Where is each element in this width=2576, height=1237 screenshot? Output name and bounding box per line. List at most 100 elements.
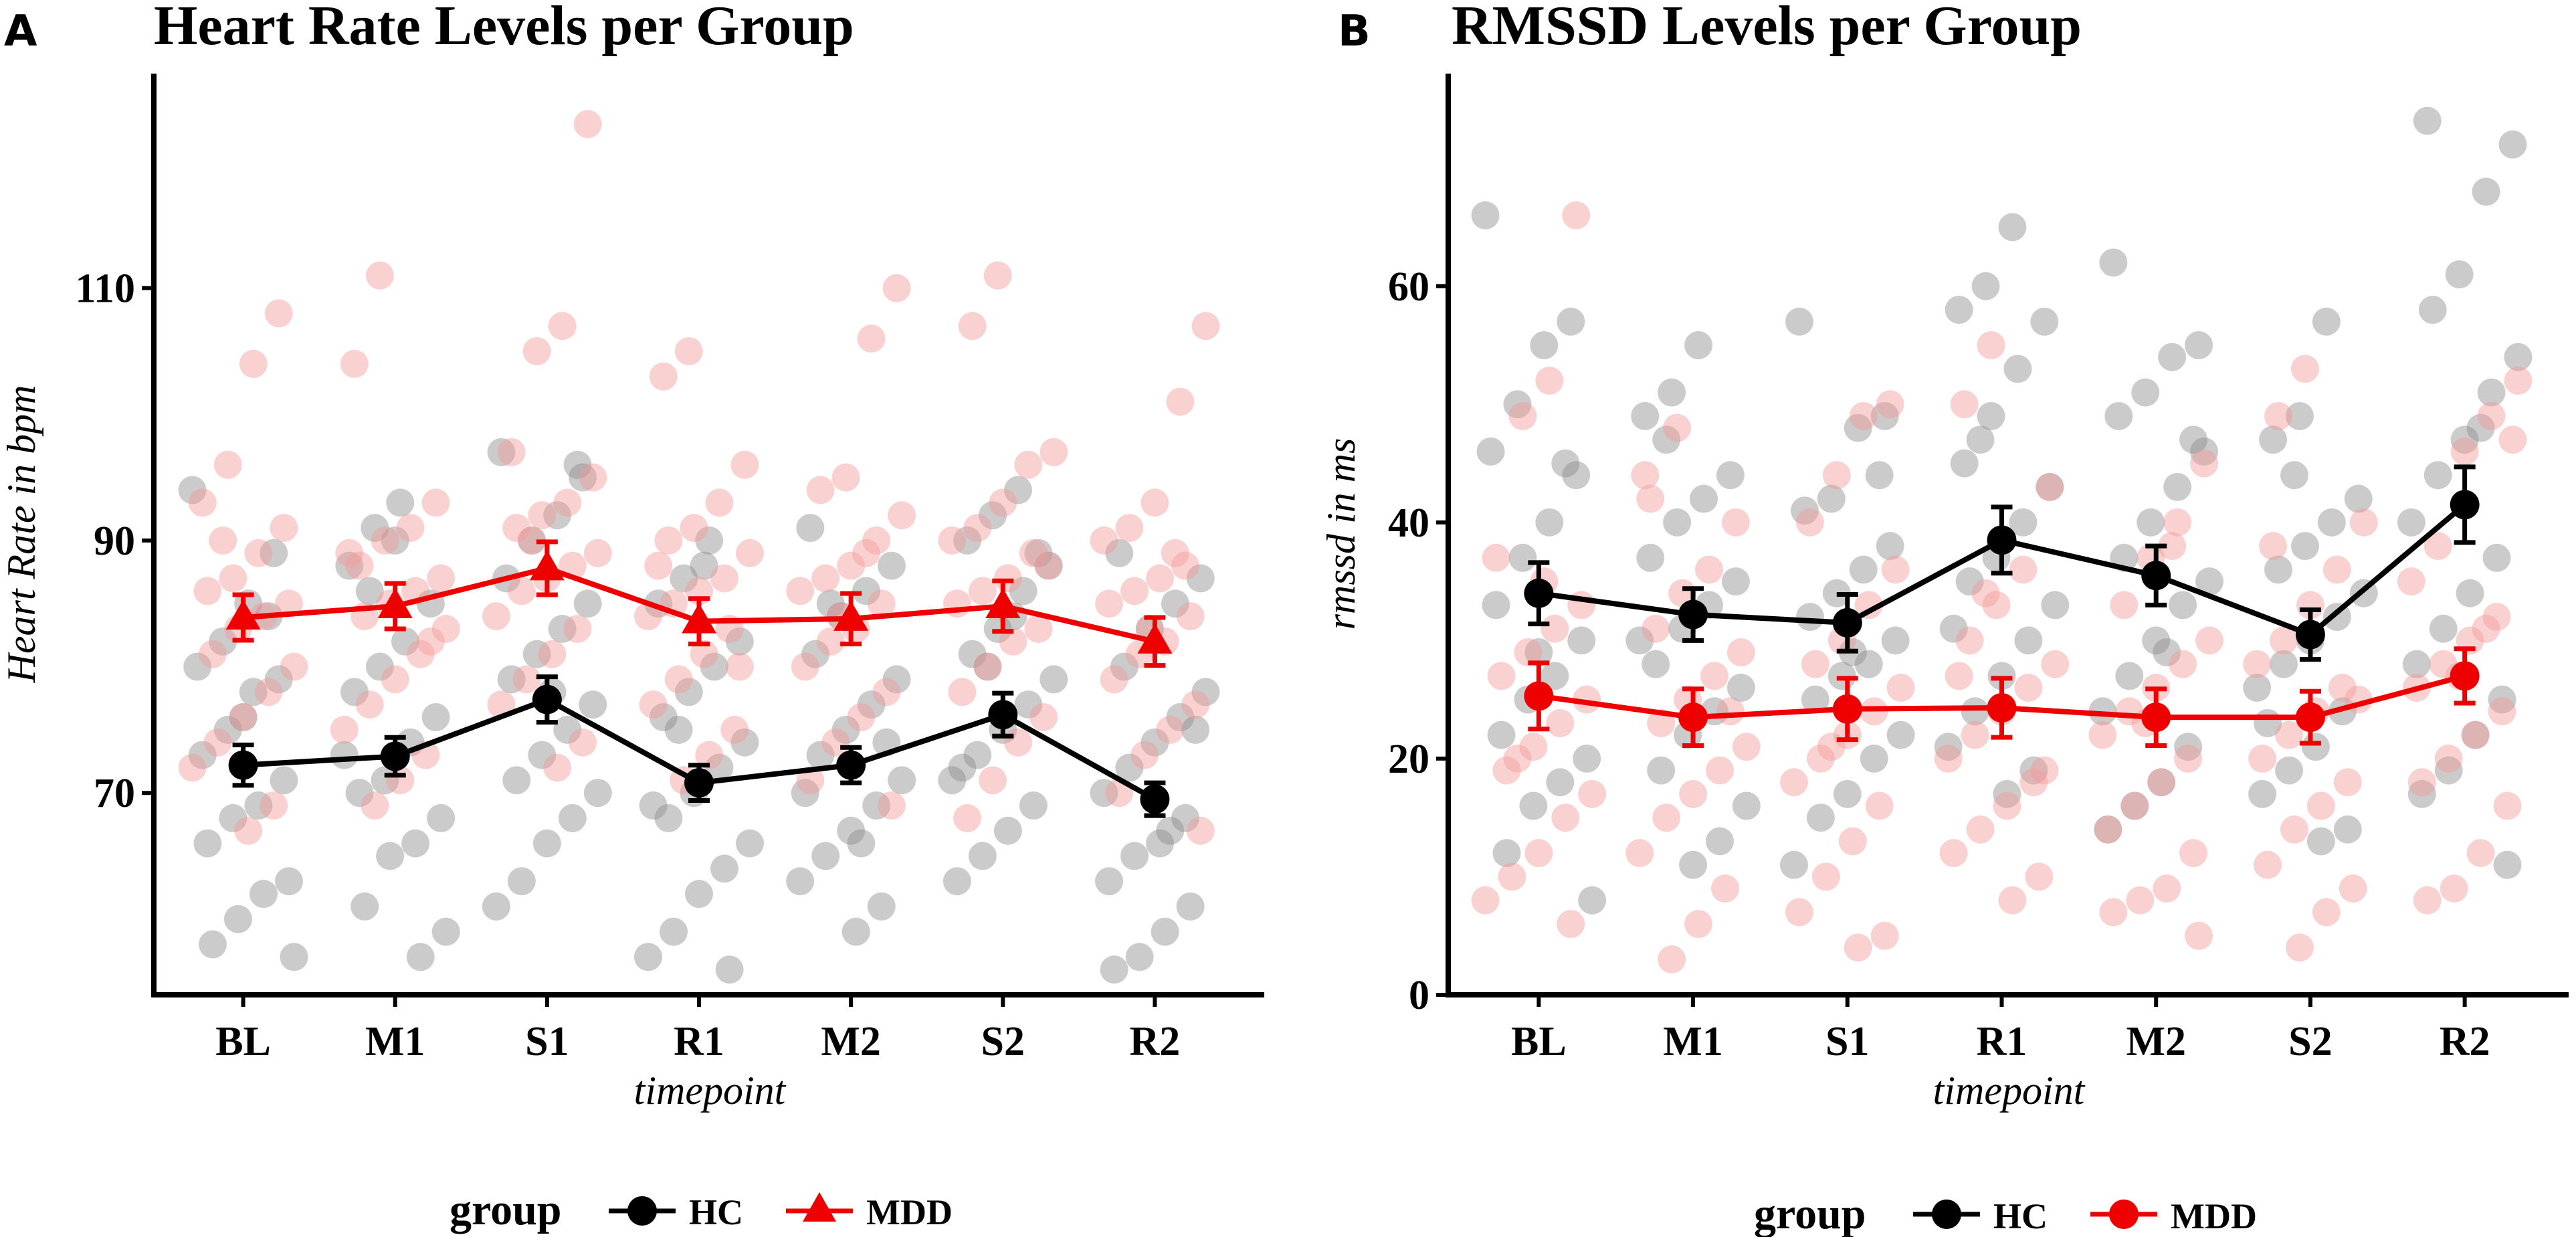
raw-point-b-hc-S1: [1785, 307, 1813, 336]
raw-point-b-hc-BL: [1557, 307, 1585, 336]
raw-point-a-hc-M1: [391, 627, 419, 656]
raw-point-b-mdd-R2: [2461, 721, 2490, 749]
raw-point-a-mdd-S2: [1014, 450, 1043, 479]
raw-point-b-mdd-M2: [2088, 721, 2117, 749]
raw-point-a-mdd-M1: [335, 539, 364, 567]
raw-point-a-hc-R1: [736, 829, 764, 858]
raw-point-b-mdd-BL: [1503, 744, 1532, 773]
mean-point-a-mdd-M2: [833, 600, 869, 631]
raw-point-b-hc-S1: [1806, 803, 1835, 832]
mean-point-b-hc-R1: [1987, 525, 2017, 555]
raw-point-b-mdd-S1: [1801, 650, 1829, 678]
raw-point-a-hc-S2: [1004, 476, 1033, 504]
raw-point-a-hc-BL: [260, 539, 288, 567]
raw-point-a-hc-S2: [1019, 791, 1048, 820]
raw-point-a-mdd-S1: [507, 577, 536, 605]
raw-point-a-hc-S2: [943, 867, 971, 896]
raw-point-b-mdd-R2: [2423, 532, 2452, 561]
raw-point-a-mdd-S1: [502, 514, 531, 543]
raw-point-b-mdd-R1: [2009, 555, 2038, 584]
raw-point-b-hc-R2: [2423, 461, 2452, 490]
raw-point-b-hc-M2: [2153, 638, 2181, 667]
raw-point-a-mdd-BL: [193, 577, 222, 605]
raw-point-a-mdd-S2: [1024, 614, 1053, 643]
raw-point-a-hc-BL: [219, 803, 247, 832]
raw-point-b-mdd-R2: [2413, 886, 2442, 915]
raw-point-a-hc-R1: [715, 955, 744, 984]
raw-point-b-mdd-BL: [1546, 708, 1575, 737]
raw-point-a-mdd-BL: [244, 539, 273, 567]
mean-point-b-hc-S2: [2295, 620, 2325, 650]
raw-point-a-hc-R1: [725, 627, 754, 656]
raw-point-a-mdd-S2: [999, 627, 1027, 656]
raw-point-a-mdd-M1: [381, 665, 409, 694]
raw-point-a-hc-R2: [1191, 678, 1220, 706]
raw-point-b-mdd-M1: [1726, 638, 1755, 667]
raw-point-b-mdd-M1: [1700, 662, 1728, 690]
x-tick-label-b-M1: M1: [1663, 1019, 1723, 1064]
raw-point-b-mdd-BL: [1482, 543, 1510, 572]
raw-point-a-mdd-R1: [736, 539, 764, 567]
raw-point-b-hc-R2: [2397, 508, 2425, 537]
raw-point-a-hc-S2: [958, 640, 987, 668]
raw-point-a-hc-M1: [361, 514, 389, 543]
raw-point-b-mdd-M1: [1625, 839, 1654, 868]
raw-point-a-hc-S2: [968, 842, 997, 870]
x-tick-label-a-M1: M1: [365, 1019, 425, 1064]
raw-point-b-hc-M2: [2120, 791, 2149, 820]
raw-point-b-mdd-S2: [2243, 650, 2272, 678]
raw-point-b-mdd-S1: [1876, 390, 1904, 419]
raw-point-b-mdd-M2: [2169, 650, 2197, 678]
raw-point-a-hc-R1: [664, 715, 693, 744]
raw-point-b-hc-S2: [2280, 461, 2308, 490]
raw-point-b-mdd-S2: [2333, 768, 2362, 797]
raw-point-b-hc-M2: [2099, 248, 2128, 277]
raw-point-b-hc-M2: [2179, 425, 2208, 454]
raw-point-b-hc-BL: [1562, 461, 1591, 490]
raw-point-b-hc-S2: [2306, 827, 2335, 856]
raw-point-a-mdd-R2: [1141, 488, 1169, 517]
legend-a-mdd-triangle-icon: [803, 1192, 836, 1222]
raw-point-b-mdd-BL: [1557, 910, 1585, 939]
raw-point-b-hc-M2: [2137, 508, 2165, 537]
raw-point-b-hc-M2: [2174, 733, 2203, 761]
mean-point-b-mdd-R1: [1987, 693, 2017, 723]
raw-point-a-mdd-R1: [634, 602, 662, 631]
mean-point-a-hc-R1: [684, 768, 714, 798]
raw-point-a-mdd-S2: [1034, 551, 1063, 580]
raw-point-b-hc-S2: [2248, 779, 2277, 808]
raw-point-a-mdd-M2: [816, 627, 845, 656]
raw-point-b-hc-M1: [1705, 827, 1734, 856]
legend-a-hc-label: HC: [689, 1192, 743, 1232]
raw-point-b-mdd-BL: [1519, 733, 1548, 761]
raw-point-b-hc-BL: [1573, 744, 1601, 773]
raw-point-b-mdd-BL: [1562, 201, 1591, 229]
raw-point-a-mdd-BL: [188, 488, 217, 517]
y-tick-label-a-70: 70: [94, 771, 135, 816]
raw-point-a-mdd-R2: [1161, 539, 1189, 567]
raw-point-a-mdd-M1: [371, 526, 399, 555]
raw-point-b-hc-R2: [2456, 579, 2484, 607]
legend-b-mdd-circle-icon: [2109, 1200, 2139, 1229]
raw-point-a-hc-R2: [1100, 955, 1128, 984]
raw-point-b-hc-R2: [2498, 130, 2527, 159]
raw-point-a-hc-M2: [877, 551, 906, 580]
raw-point-a-hc-S1: [507, 867, 536, 896]
x-tick-label-b-S2: S2: [2288, 1019, 2332, 1064]
raw-point-b-hc-S1: [1865, 461, 1894, 490]
raw-point-a-hc-R1: [690, 551, 718, 580]
raw-point-a-mdd-BL: [209, 526, 237, 555]
raw-point-a-hc-R1: [705, 753, 734, 782]
y-tick-label-b-0: 0: [1409, 973, 1429, 1018]
raw-point-a-hc-S2: [1039, 665, 1068, 694]
mean-point-b-hc-S1: [1832, 607, 1862, 638]
raw-point-b-hc-M2: [2190, 437, 2219, 466]
raw-point-a-mdd-M2: [852, 539, 880, 567]
raw-point-b-hc-S2: [2290, 532, 2319, 561]
raw-point-a-mdd-S1: [512, 665, 541, 694]
raw-point-a-hc-R2: [1151, 917, 1179, 946]
panel-heart-rate: A Heart Rate Levels per Group 70 90 110 BL M…: [0, 0, 1264, 1113]
raw-point-a-mdd-M1: [365, 261, 394, 290]
raw-point-b-mdd-M1: [1636, 484, 1665, 513]
mean-point-a-mdd-BL: [225, 599, 261, 630]
